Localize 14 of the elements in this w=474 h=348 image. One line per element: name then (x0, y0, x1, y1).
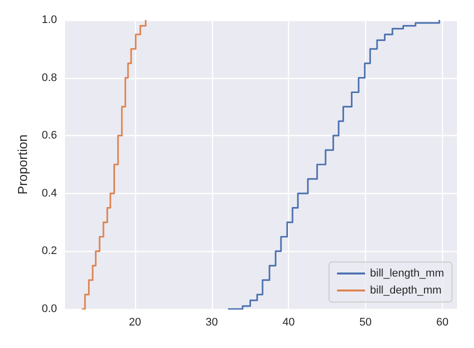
y-tick-label: 1.0 (42, 14, 57, 26)
x-tick-label: 40 (282, 316, 295, 328)
y-tick-label: 0.4 (42, 187, 57, 200)
x-tick-label: 50 (359, 316, 372, 328)
y-tick-label: 0.8 (42, 72, 57, 84)
y-axis-title: Proportion (15, 134, 30, 194)
legend-label: bill_depth_mm (370, 284, 442, 296)
x-tick-label: 60 (436, 316, 449, 328)
y-tick-label: 0.2 (42, 245, 57, 258)
y-tick-label: 0.0 (42, 303, 57, 315)
y-tick-label: 0.6 (42, 130, 57, 142)
legend-label: bill_length_mm (370, 268, 444, 280)
x-tick-label: 20 (128, 316, 142, 328)
x-tick-label: 30 (206, 316, 218, 328)
